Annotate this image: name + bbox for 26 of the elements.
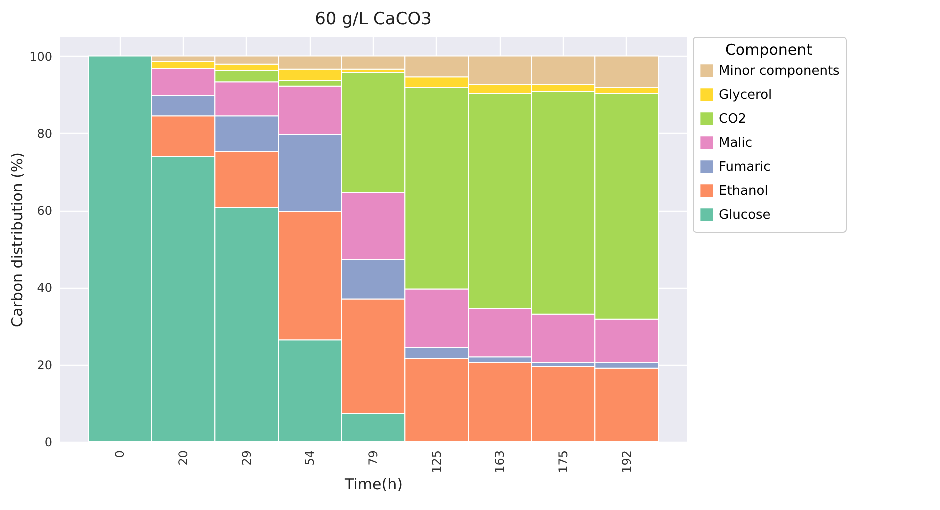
legend-label: Glucose: [719, 208, 771, 223]
x-axis-title: Time(h): [344, 475, 403, 494]
x-tick-label: 163: [493, 450, 508, 474]
x-tick-label: 192: [620, 450, 634, 474]
y-axis-title: Carbon distribution (%): [8, 152, 27, 328]
y-tick-label: 0: [44, 436, 52, 450]
y-tick-label: 20: [37, 358, 52, 372]
legend-label: Fumaric: [719, 160, 771, 175]
legend-label: CO2: [719, 112, 747, 127]
y-tick-label: 80: [37, 126, 52, 141]
y-tick-label: 40: [37, 281, 52, 296]
legend-label: Minor components: [719, 64, 840, 79]
legend-label: Ethanol: [719, 184, 768, 199]
x-tick-label: 29: [240, 450, 254, 466]
x-tick-label: 79: [366, 450, 380, 466]
x-tick-label: 54: [303, 450, 318, 466]
x-tick-label: 0: [113, 450, 128, 458]
chart-title: 60 g/L CaCO3: [315, 10, 432, 30]
x-tick-label: 125: [430, 450, 444, 474]
legend-label: Malic: [719, 136, 753, 151]
x-tick-label: 20: [176, 450, 190, 466]
legend-title: Component: [725, 41, 813, 59]
y-tick-label: 60: [37, 204, 52, 218]
y-tick-label: 100: [30, 50, 52, 64]
legend-label: Glycerol: [719, 88, 772, 103]
x-tick-label: 175: [556, 450, 570, 474]
